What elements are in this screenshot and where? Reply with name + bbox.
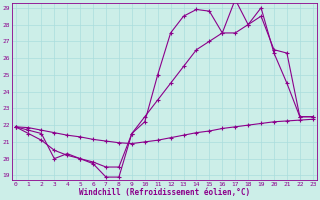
X-axis label: Windchill (Refroidissement éolien,°C): Windchill (Refroidissement éolien,°C) — [79, 188, 250, 197]
